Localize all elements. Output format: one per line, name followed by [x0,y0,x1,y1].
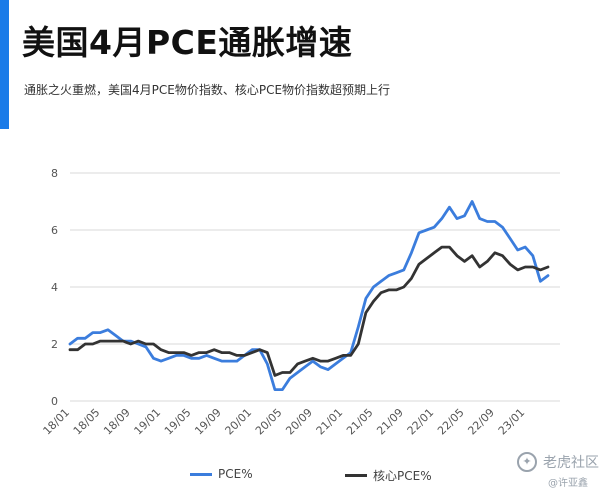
x-tick-label: 19/01 [132,406,164,438]
legend-label-pce: PCE% [218,467,253,481]
page-subtitle: 通胀之火重燃，美国4月PCE物价指数、核心PCE物价指数超预期上行 [24,83,391,97]
legend-item-core-pce: 核心PCE% [345,467,432,484]
y-tick-label: 2 [51,338,58,351]
page-title: 美国4月PCE通胀增速 [22,23,353,62]
x-tick-label: 21/05 [344,406,376,438]
watermark-author: @许亚鑫 [548,478,588,489]
x-tick-label: 20/09 [283,406,315,438]
watermark: ✦ 老虎社区 [517,452,599,472]
tiger-logo-icon: ✦ [517,452,537,472]
x-tick-label: 20/05 [253,406,285,438]
x-tick-label: 22/05 [435,406,467,438]
y-tick-label: 0 [51,395,58,408]
x-tick-label: 19/09 [192,406,224,438]
x-tick-label: 23/01 [496,406,528,438]
legend-swatch-core-pce [345,474,367,477]
x-tick-label: 18/09 [101,406,133,438]
x-tick-label: 22/01 [405,406,437,438]
legend-item-pce: PCE% [190,467,253,481]
chart-legend: PCE% 核心PCE% [0,467,614,487]
y-tick-label: 4 [51,281,58,294]
x-tick-label: 20/01 [223,406,255,438]
x-tick-label: 18/05 [71,406,103,438]
x-tick-label: 21/01 [314,406,346,438]
y-tick-label: 6 [51,224,58,237]
legend-label-core-pce: 核心PCE% [373,469,432,483]
legend-swatch-pce [190,472,212,476]
watermark-brand: 老虎社区 [543,455,599,471]
series-line-pce [68,200,550,392]
series-line-core-pce [68,245,550,377]
x-tick-label: 22/09 [465,406,497,438]
accent-bar [0,0,9,129]
y-tick-label: 8 [51,167,58,180]
x-tick-label: 21/09 [374,406,406,438]
x-tick-label: 18/01 [41,406,73,438]
x-tick-label: 19/05 [162,406,194,438]
